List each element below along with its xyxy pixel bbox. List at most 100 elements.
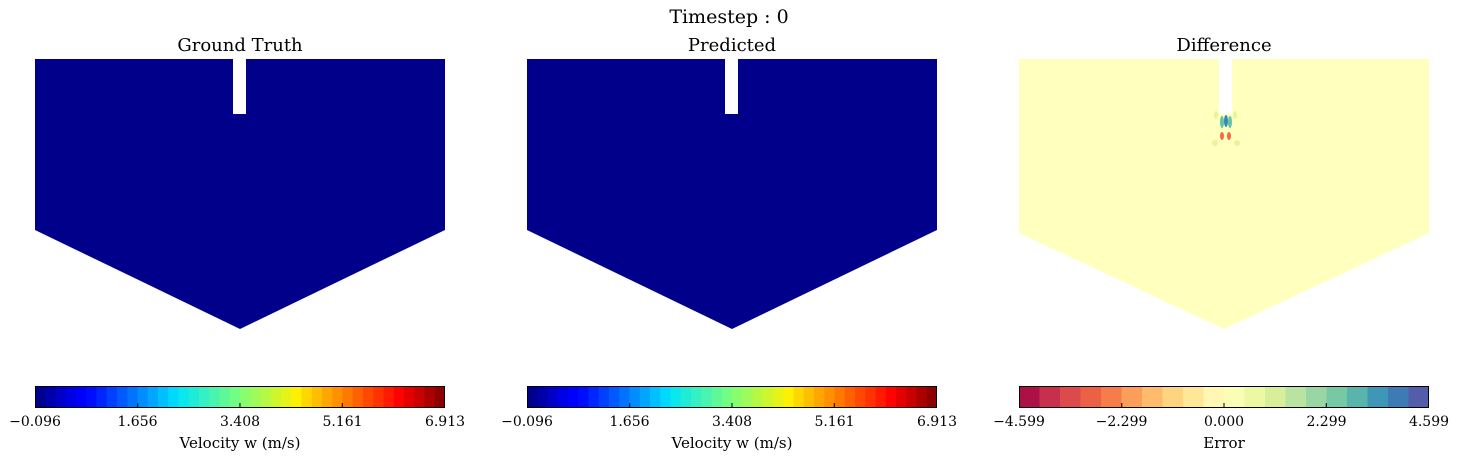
colorbar-segment xyxy=(106,386,118,408)
panel-title-predicted: Predicted xyxy=(687,35,777,56)
colorbar-segment xyxy=(701,386,713,408)
colorbar-segment xyxy=(1367,386,1389,408)
colorbar-segment xyxy=(906,386,918,408)
colorbar-segment xyxy=(803,386,815,408)
colorbar-segment xyxy=(650,386,661,408)
error-blob xyxy=(1212,140,1218,146)
colorbar-segment xyxy=(1285,386,1307,408)
colorbar-segment xyxy=(1203,386,1225,408)
colorbar-segment xyxy=(783,386,795,408)
colorbar-segment xyxy=(1039,386,1061,408)
colorbar-segment xyxy=(691,386,702,408)
colorbar-segment xyxy=(896,386,907,408)
cbar1-tick-label: −0.096 xyxy=(501,414,553,430)
cbar1-tick-label: 1.656 xyxy=(609,414,650,430)
colorbar-segment xyxy=(865,386,877,408)
colorbar-segment xyxy=(55,386,67,408)
colorbar-segment xyxy=(762,386,774,408)
ground-truth-domain xyxy=(35,59,445,329)
cbar0-tick-label: 5.161 xyxy=(322,414,363,430)
colorbar-segment xyxy=(434,386,445,408)
colorbar-segment xyxy=(670,386,682,408)
colorbar-segment xyxy=(199,386,210,408)
colorbar-segment xyxy=(260,386,272,408)
colorbar-segment xyxy=(188,386,200,408)
colorbar-segment xyxy=(383,386,395,408)
colorbar-segment xyxy=(875,386,887,408)
cbar1-label: Velocity w (m/s) xyxy=(671,434,793,452)
colorbar-predicted xyxy=(527,386,937,408)
colorbar-segment xyxy=(209,386,221,408)
cbar1-tick-label: 6.913 xyxy=(916,414,958,430)
colorbar-segment xyxy=(219,386,231,408)
colorbar-segment xyxy=(137,386,149,408)
colorbar-segment xyxy=(793,386,805,408)
cbar1-tick-label: 5.161 xyxy=(814,414,855,430)
colorbar-segment xyxy=(885,386,897,408)
cbar2-tick-label: 0.000 xyxy=(1203,414,1245,430)
colorbar-segment xyxy=(1306,386,1328,408)
colorbar-segment xyxy=(1019,386,1041,408)
colorbar-segment xyxy=(742,386,754,408)
colorbar-segment xyxy=(35,386,46,408)
error-blob xyxy=(1234,140,1240,146)
cbar2-label: Error xyxy=(1203,434,1245,452)
colorbar-segment xyxy=(1142,386,1164,408)
error-blob xyxy=(1224,115,1228,127)
colorbar-segment xyxy=(814,386,825,408)
colorbar-segment xyxy=(752,386,764,408)
colorbar-segment xyxy=(65,386,77,408)
error-blob xyxy=(1228,116,1232,128)
colorbar-ground-truth xyxy=(35,386,445,408)
colorbar-segment xyxy=(1224,386,1246,408)
colorbar-segment xyxy=(342,386,354,408)
colorbar-segment xyxy=(855,386,866,408)
colorbar-segment xyxy=(773,386,784,408)
colorbar-segment xyxy=(404,386,415,408)
colorbar-segment xyxy=(393,386,405,408)
colorbar-segment xyxy=(373,386,385,408)
colorbar-segment xyxy=(639,386,651,408)
colorbar-segment xyxy=(270,386,282,408)
colorbar-segment xyxy=(834,386,846,408)
colorbar-segment xyxy=(1183,386,1205,408)
error-blob xyxy=(1233,111,1237,119)
colorbar-segment xyxy=(844,386,856,408)
colorbar-segment xyxy=(578,386,590,408)
colorbar-segment xyxy=(117,386,128,408)
colorbar-segment xyxy=(916,386,928,408)
colorbar-segment xyxy=(588,386,600,408)
panel-title-ground-truth: Ground Truth xyxy=(177,35,303,56)
error-blob xyxy=(1214,111,1218,119)
colorbar-segment xyxy=(240,386,251,408)
ground-truth-field xyxy=(35,59,445,329)
colorbar-segment xyxy=(1388,386,1410,408)
error-blob xyxy=(1227,132,1231,140)
colorbar-segment xyxy=(1408,386,1429,408)
colorbar-segment xyxy=(557,386,569,408)
cbar0-tick-label: −0.096 xyxy=(9,414,61,430)
cbar2-tick-label: −4.599 xyxy=(993,414,1045,430)
cbar1-tick-label: 3.408 xyxy=(711,414,753,430)
cbar2-tick-label: 4.599 xyxy=(1408,414,1450,430)
colorbar-segment xyxy=(332,386,344,408)
colorbar-segment xyxy=(352,386,364,408)
figure-suptitle: Timestep : 0 xyxy=(669,6,789,28)
colorbar-segment xyxy=(568,386,579,408)
colorbar-segment xyxy=(363,386,374,408)
colorbar-segment xyxy=(127,386,139,408)
colorbar-segment xyxy=(322,386,333,408)
cbar2-tick-label: 2.299 xyxy=(1306,414,1347,430)
colorbar-segment xyxy=(311,386,323,408)
colorbar-segment xyxy=(178,386,190,408)
colorbar-segment xyxy=(1080,386,1102,408)
panel-title-difference: Difference xyxy=(1176,35,1272,56)
difference-field xyxy=(1019,59,1429,329)
cbar2-tick-label: −2.299 xyxy=(1095,414,1148,430)
colorbar-segment xyxy=(609,386,620,408)
colorbar-segment xyxy=(527,386,538,408)
cbar0-tick-label: 3.408 xyxy=(219,414,261,430)
colorbar-segment xyxy=(424,386,436,408)
colorbar-segment xyxy=(1244,386,1266,408)
predicted-domain xyxy=(527,59,937,329)
